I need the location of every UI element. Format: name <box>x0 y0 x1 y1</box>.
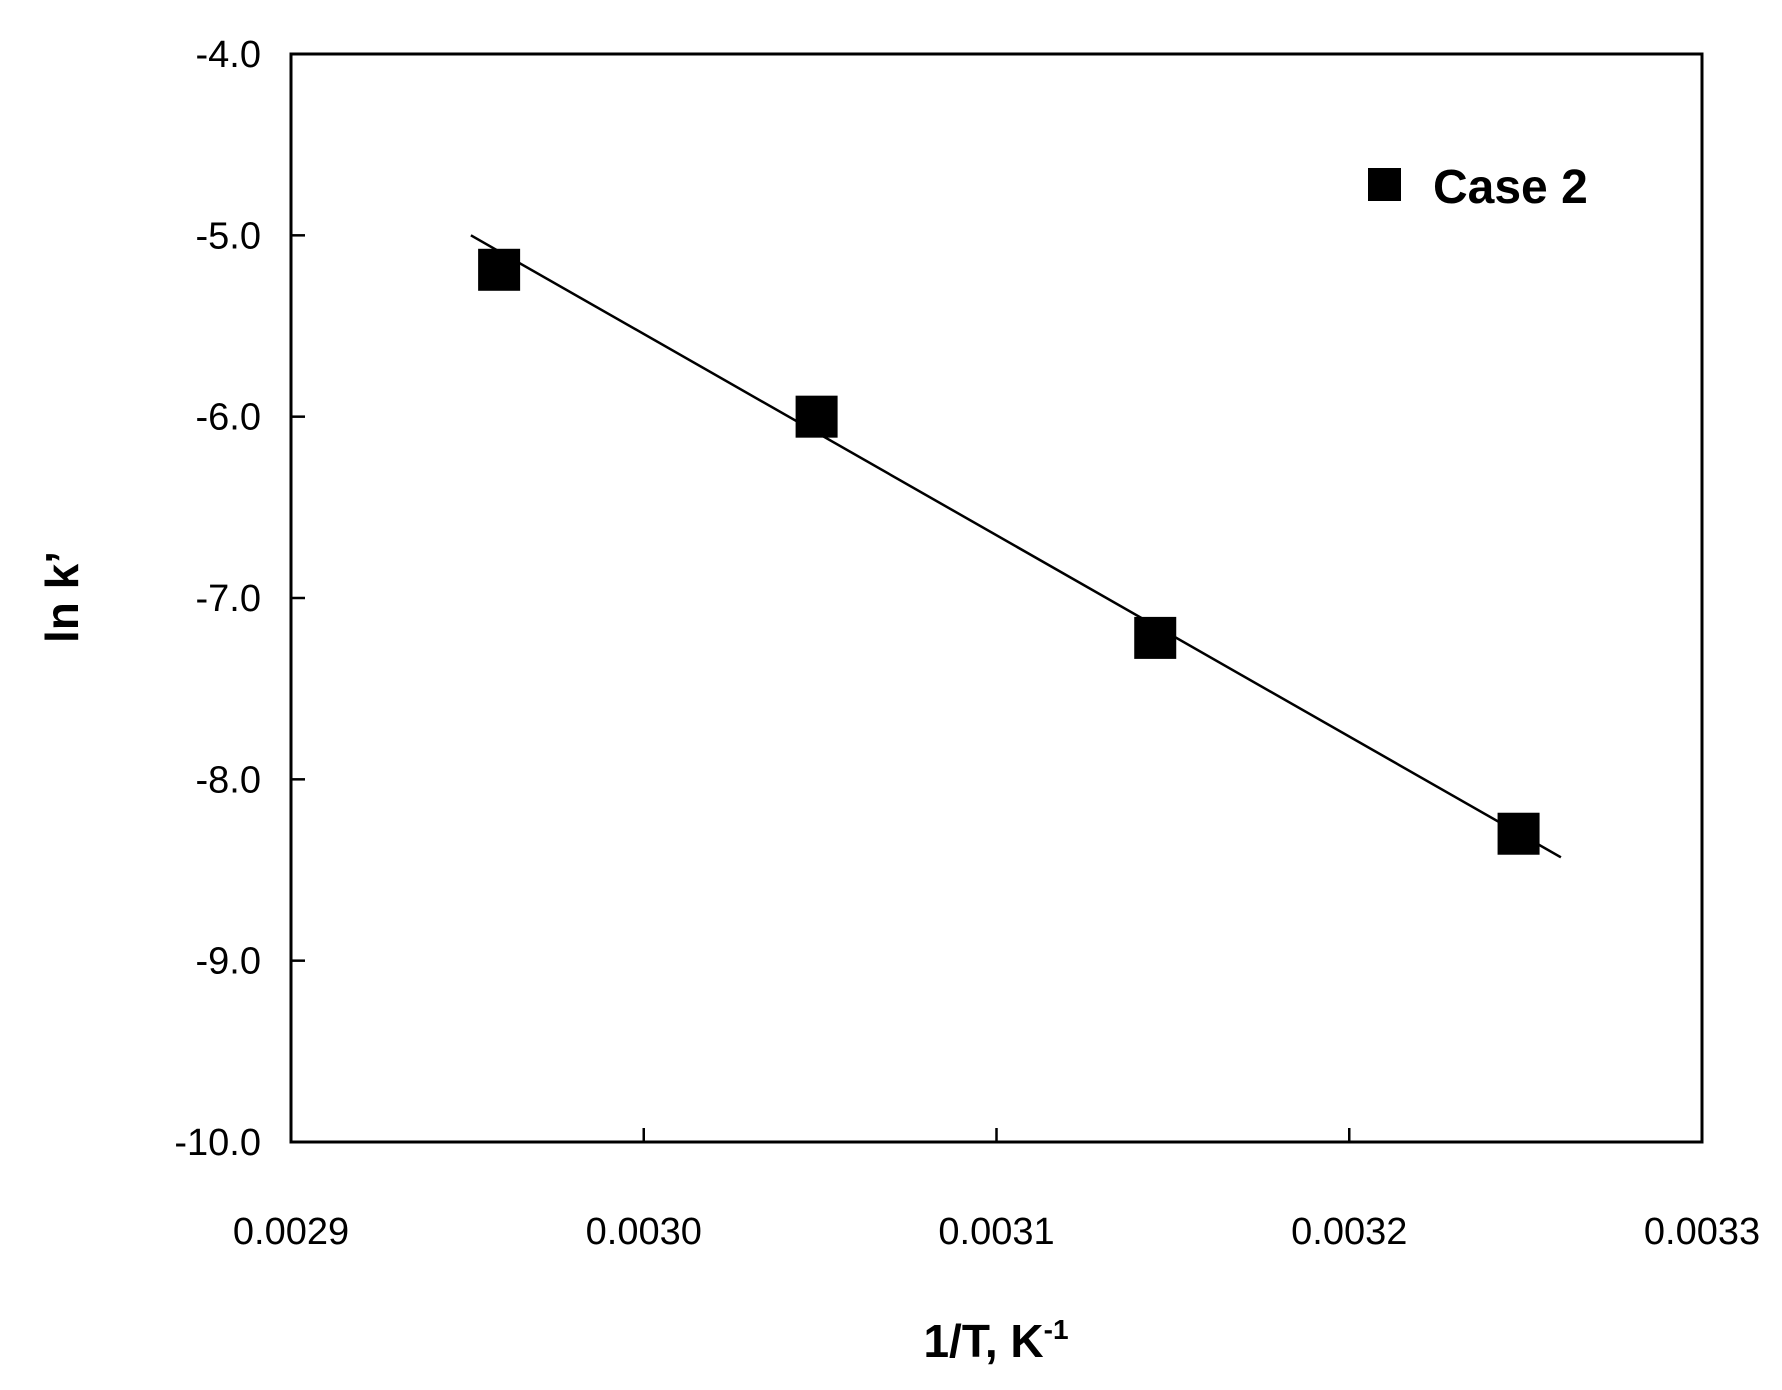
x-tick-label: 0.0033 <box>1644 1211 1760 1253</box>
y-axis-title: ln k’ <box>36 551 88 643</box>
data-point <box>1134 616 1177 659</box>
data-point <box>1497 812 1540 855</box>
x-tick-label: 0.0032 <box>1291 1211 1407 1253</box>
x-tick-label: 0.0029 <box>233 1211 349 1253</box>
y-axis-ticks: -4.0 -5.0 -6.0 -7.0 -8.0 -9.0 -10.0 <box>174 34 305 1164</box>
data-points-layer <box>478 248 1540 855</box>
y-tick-label: -6.0 <box>196 397 261 439</box>
y-tick-label: -9.0 <box>196 941 261 983</box>
x-axis-ticks: 0.0029 0.0030 0.0031 0.0032 0.0033 <box>233 1128 1760 1253</box>
x-tick-label: 0.0031 <box>938 1211 1054 1253</box>
trendline <box>470 234 1562 859</box>
x-tick-label: 0.0030 <box>586 1211 702 1253</box>
plot-area <box>289 52 1704 1144</box>
x-axis-title-main: 1/T, K <box>923 1315 1043 1367</box>
trendline-layer <box>470 234 1562 859</box>
y-tick-label: -8.0 <box>196 759 261 801</box>
y-tick-label: -4.0 <box>196 34 261 76</box>
legend: Case 2 <box>1368 161 1588 214</box>
x-axis-title-superscript: -1 <box>1044 1314 1069 1345</box>
x-axis-title: 1/T, K-1 <box>923 1314 1068 1367</box>
data-point <box>478 248 521 291</box>
legend-label: Case 2 <box>1433 161 1588 214</box>
legend-marker <box>1368 168 1401 201</box>
y-tick-label: -10.0 <box>174 1122 261 1164</box>
y-tick-label: -5.0 <box>196 215 261 257</box>
data-point <box>795 395 838 438</box>
y-tick-label: -7.0 <box>196 578 261 620</box>
